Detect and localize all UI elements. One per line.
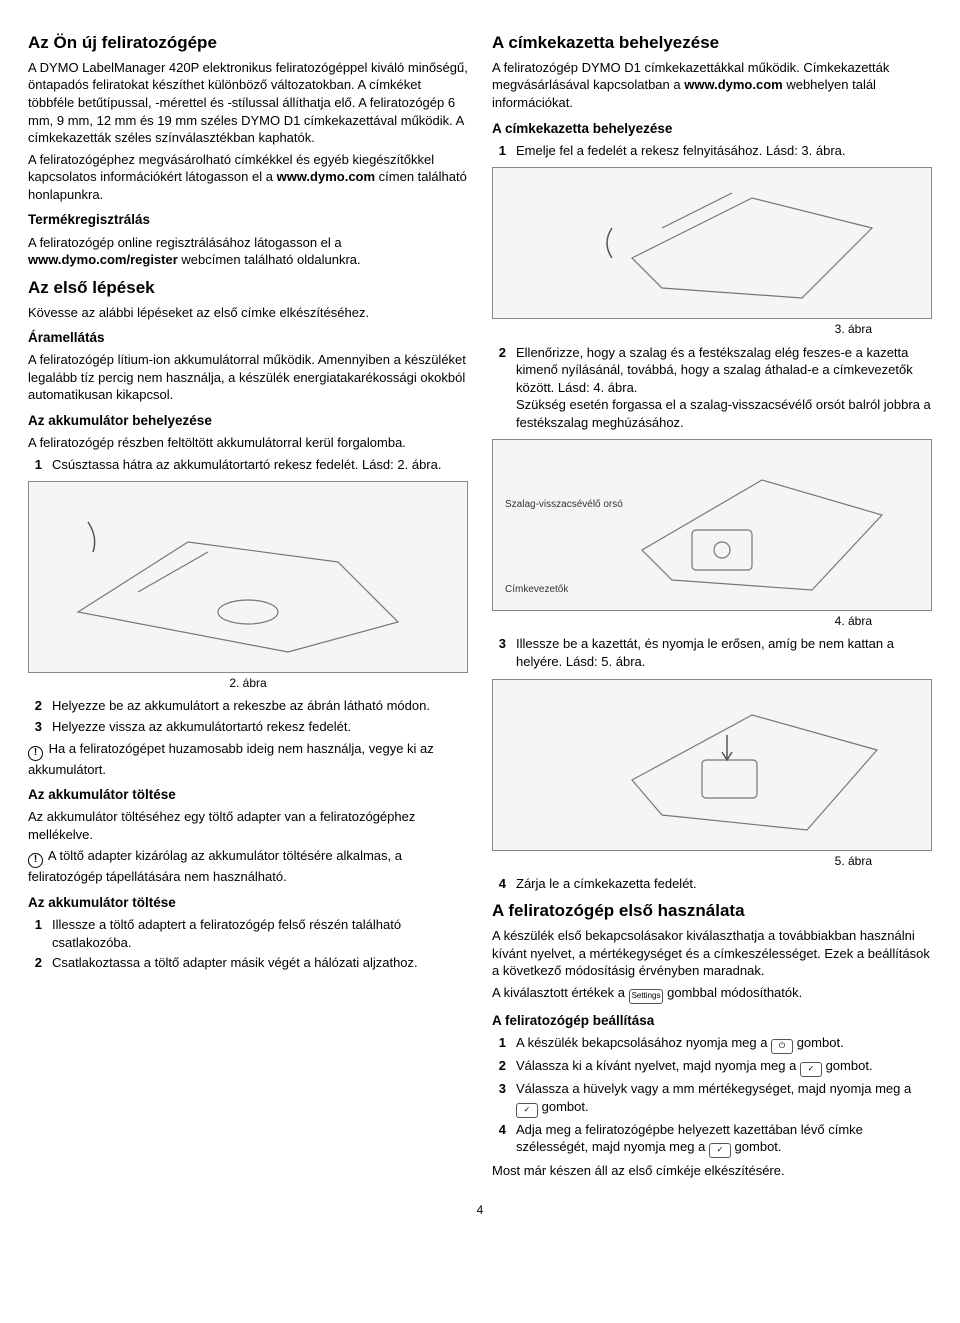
caution-icon: ! bbox=[28, 853, 43, 868]
power-paragraph: A feliratozógép lítium-ion akkumulátorra… bbox=[28, 351, 468, 404]
caution-battery: ! Ha a feliratozógépet huzamosabb ideig … bbox=[28, 740, 468, 779]
heading-first-use: A feliratozógép első használata bbox=[492, 900, 932, 923]
figure-5 bbox=[492, 679, 932, 851]
battery-insert-steps: 1Csúsztassa hátra az akkumulátortartó re… bbox=[28, 456, 468, 474]
heading-cassette: A címkekazetta behelyezése bbox=[492, 32, 932, 55]
heading-new-device: Az Ön új feliratozógépe bbox=[28, 32, 468, 55]
figure-4-label-spool: Szalag-visszacsévélő orsó bbox=[505, 498, 623, 512]
ok-button-icon: ✓ bbox=[709, 1143, 731, 1158]
intro-paragraph-2: A feliratozógéphez megvásárolható címkék… bbox=[28, 151, 468, 204]
power-button-icon: ⏻ bbox=[771, 1039, 793, 1054]
cassette-steps-4: 4Zárja le a címkekazetta fedelét. bbox=[492, 875, 932, 893]
figure-2 bbox=[28, 481, 468, 673]
figure-3-caption: 3. ábra bbox=[492, 321, 932, 337]
right-column: A címkekazetta behelyezése A feliratozóg… bbox=[492, 24, 932, 1184]
cassette-steps-2: 2 Ellenőrizze, hogy a szalag és a festék… bbox=[492, 344, 932, 432]
cassette-steps-3: 3Illessze be a kazettát, és nyomja le er… bbox=[492, 635, 932, 670]
cassette-paragraph: A feliratozógép DYMO D1 címkekazettákkal… bbox=[492, 59, 932, 112]
heading-power: Áramellátás bbox=[28, 329, 468, 347]
heading-first-steps: Az első lépések bbox=[28, 277, 468, 300]
battery-insert-paragraph: A feliratozógép részben feltöltött akkum… bbox=[28, 434, 468, 452]
figure-2-caption: 2. ábra bbox=[28, 675, 468, 691]
page-number: 4 bbox=[28, 1202, 932, 1218]
settings-button-icon: Settings bbox=[629, 989, 664, 1004]
intro-paragraph-1: A DYMO LabelManager 420P elektronikus fe… bbox=[28, 59, 468, 147]
cassette-steps-1: 1Emelje fel a fedelét a rekesz felnyitás… bbox=[492, 142, 932, 160]
charge-steps: 1Illessze a töltő adaptert a feliratozóg… bbox=[28, 916, 468, 972]
charge-paragraph: Az akkumulátor töltéséhez egy töltő adap… bbox=[28, 808, 468, 843]
left-column: Az Ön új feliratozógépe A DYMO LabelMana… bbox=[28, 24, 468, 1184]
first-use-paragraph: A készülék első bekapcsolásakor kiválasz… bbox=[492, 927, 932, 980]
ready-paragraph: Most már készen áll az első címkéje elké… bbox=[492, 1162, 932, 1180]
figure-5-caption: 5. ábra bbox=[492, 853, 932, 869]
heading-register: Termékregisztrálás bbox=[28, 211, 468, 229]
setup-steps: 1 A készülék bekapcsolásához nyomja meg … bbox=[492, 1034, 932, 1158]
figure-4-caption: 4. ábra bbox=[492, 613, 932, 629]
heading-setup: A feliratozógép beállítása bbox=[492, 1012, 932, 1030]
register-paragraph: A feliratozógép online regisztrálásához … bbox=[28, 234, 468, 269]
caution-charge: ! A töltő adapter kizárólag az akkumulát… bbox=[28, 847, 468, 886]
figure-4: Szalag-visszacsévélő orsó Címkevezetők bbox=[492, 439, 932, 611]
figure-3 bbox=[492, 167, 932, 319]
heading-battery-insert: Az akkumulátor behelyezése bbox=[28, 412, 468, 430]
battery-insert-steps-2: 2Helyezze be az akkumulátort a rekeszbe … bbox=[28, 697, 468, 735]
heading-charge-1: Az akkumulátor töltése bbox=[28, 786, 468, 804]
figure-4-label-guides: Címkevezetők bbox=[505, 583, 568, 597]
first-steps-paragraph: Kövesse az alábbi lépéseket az első címk… bbox=[28, 304, 468, 322]
ok-button-icon: ✓ bbox=[800, 1062, 822, 1077]
ok-button-icon: ✓ bbox=[516, 1103, 538, 1118]
caution-icon: ! bbox=[28, 746, 43, 761]
heading-charge-2: Az akkumulátor töltése bbox=[28, 894, 468, 912]
heading-cassette-2: A címkekazetta behelyezése bbox=[492, 120, 932, 138]
first-use-paragraph-2: A kiválasztott értékek a Settings gombba… bbox=[492, 984, 932, 1004]
